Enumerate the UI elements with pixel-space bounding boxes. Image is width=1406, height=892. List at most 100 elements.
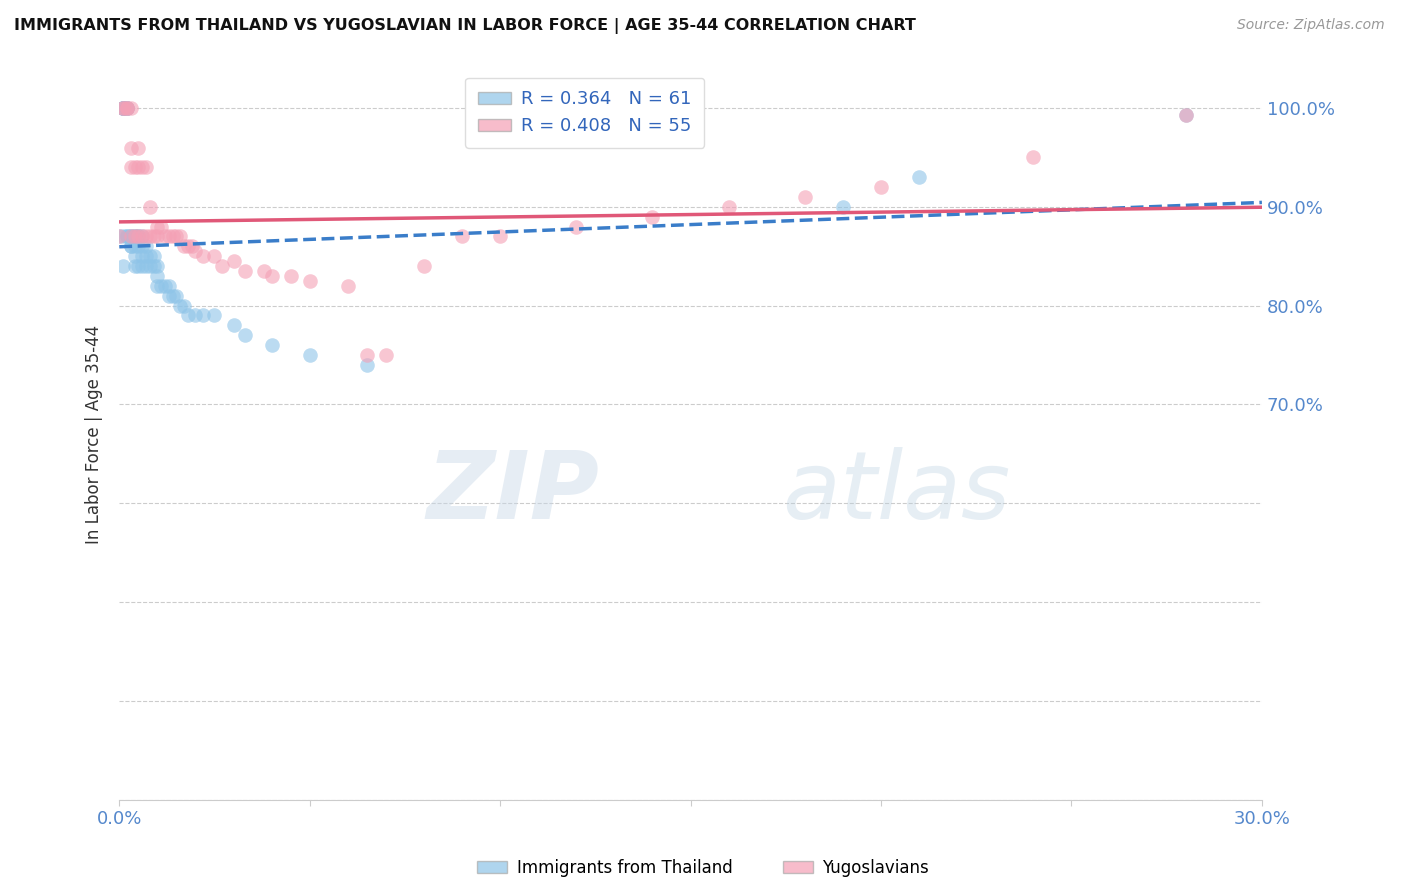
Point: [131, 239, 153, 253]
Point: [336, 278, 359, 293]
Point: [157, 229, 180, 244]
Point: [191, 309, 214, 323]
Point: [356, 348, 378, 362]
Point: [120, 239, 142, 253]
Point: [204, 249, 226, 263]
Point: [169, 229, 191, 244]
Point: [127, 239, 149, 253]
Point: [127, 140, 149, 154]
Point: [157, 289, 180, 303]
Point: [162, 229, 184, 244]
Y-axis label: In Labor Force | Age 35-44: In Labor Force | Age 35-44: [86, 325, 103, 543]
Point: [112, 101, 135, 115]
Point: [124, 229, 146, 244]
Point: [451, 229, 474, 244]
Legend: R = 0.364   N = 61, R = 0.408   N = 55: R = 0.364 N = 61, R = 0.408 N = 55: [465, 78, 704, 148]
Point: [112, 101, 135, 115]
Point: [112, 101, 135, 115]
Point: [298, 274, 321, 288]
Point: [142, 259, 165, 273]
Point: [115, 101, 138, 115]
Point: [177, 239, 200, 253]
Point: [115, 101, 138, 115]
Point: [260, 268, 283, 283]
Point: [139, 249, 162, 263]
Point: [135, 229, 157, 244]
Point: [112, 101, 135, 115]
Text: Source: ZipAtlas.com: Source: ZipAtlas.com: [1237, 18, 1385, 32]
Point: [131, 249, 153, 263]
Point: [1174, 108, 1197, 122]
Point: [165, 289, 187, 303]
Point: [135, 249, 157, 263]
Point: [253, 264, 276, 278]
Point: [233, 328, 256, 343]
Point: [131, 229, 153, 244]
Point: [131, 161, 153, 175]
Point: [124, 239, 146, 253]
Point: [222, 254, 245, 268]
Point: [115, 101, 138, 115]
Point: [374, 348, 396, 362]
Point: [1174, 108, 1197, 122]
Point: [127, 259, 149, 273]
Point: [204, 309, 226, 323]
Point: [139, 229, 162, 244]
Point: [146, 219, 169, 234]
Point: [1022, 150, 1045, 164]
Point: [127, 229, 149, 244]
Point: [120, 101, 142, 115]
Point: [127, 161, 149, 175]
Point: [135, 161, 157, 175]
Point: [173, 299, 195, 313]
Point: [112, 259, 135, 273]
Point: [115, 229, 138, 244]
Point: [146, 259, 169, 273]
Point: [142, 249, 165, 263]
Point: [150, 278, 173, 293]
Point: [222, 318, 245, 333]
Point: [146, 278, 169, 293]
Point: [180, 239, 202, 253]
Point: [124, 259, 146, 273]
Point: [173, 239, 195, 253]
Text: IMMIGRANTS FROM THAILAND VS YUGOSLAVIAN IN LABOR FORCE | AGE 35-44 CORRELATION C: IMMIGRANTS FROM THAILAND VS YUGOSLAVIAN …: [14, 18, 915, 34]
Point: [157, 278, 180, 293]
Point: [260, 338, 283, 352]
Point: [139, 259, 162, 273]
Point: [108, 229, 131, 244]
Point: [115, 229, 138, 244]
Point: [131, 259, 153, 273]
Point: [112, 229, 135, 244]
Point: [177, 309, 200, 323]
Point: [108, 229, 131, 244]
Point: [184, 309, 207, 323]
Point: [112, 101, 135, 115]
Point: [184, 244, 207, 259]
Point: [489, 229, 512, 244]
Point: [908, 170, 931, 185]
Point: [131, 229, 153, 244]
Point: [142, 229, 165, 244]
Point: [832, 200, 855, 214]
Point: [146, 229, 169, 244]
Point: [124, 161, 146, 175]
Text: ZIP: ZIP: [426, 447, 599, 539]
Point: [565, 219, 588, 234]
Point: [120, 229, 142, 244]
Point: [112, 101, 135, 115]
Point: [124, 229, 146, 244]
Point: [124, 249, 146, 263]
Point: [146, 268, 169, 283]
Point: [139, 200, 162, 214]
Point: [413, 259, 436, 273]
Point: [135, 239, 157, 253]
Point: [115, 101, 138, 115]
Point: [793, 190, 815, 204]
Point: [165, 229, 187, 244]
Point: [112, 101, 135, 115]
Point: [641, 210, 664, 224]
Point: [717, 200, 740, 214]
Point: [356, 358, 378, 372]
Point: [233, 264, 256, 278]
